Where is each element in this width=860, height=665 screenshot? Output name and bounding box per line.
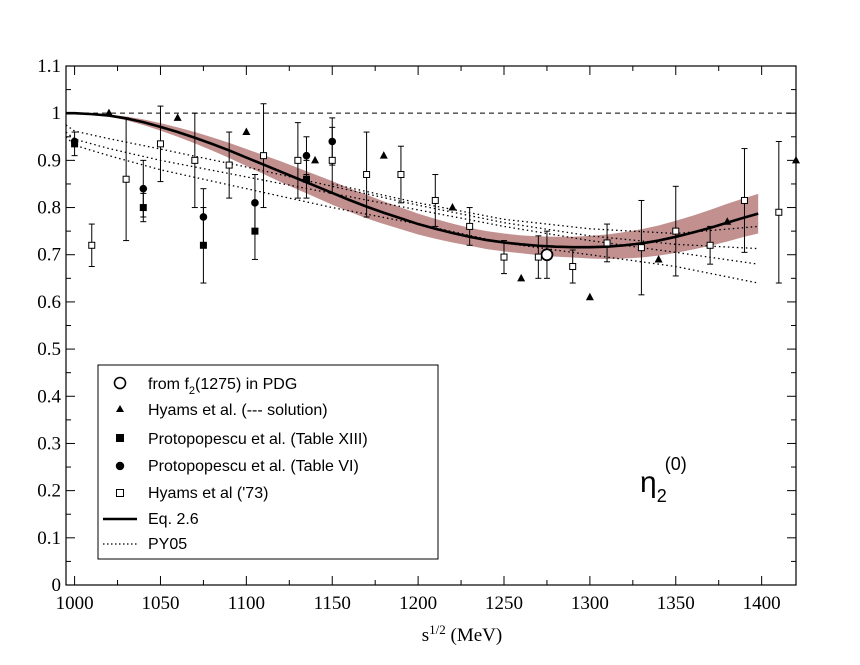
open-square-point-20 <box>775 208 783 216</box>
triangle-point-5 <box>448 203 457 211</box>
open-square-point-0 <box>88 241 96 249</box>
eta-annotation: η2(0) <box>640 454 687 506</box>
open-square-point-5 <box>260 152 268 160</box>
data-points-layer <box>70 103 800 301</box>
eq26-curve <box>66 111 759 249</box>
open-square-point-6 <box>294 156 302 164</box>
x-tick-label: 1350 <box>657 593 695 614</box>
open-square-point-11 <box>466 222 474 230</box>
legend-label: PY05 <box>148 536 187 553</box>
legend-entry-hyams-73: Hyams et al ('73) <box>116 485 268 502</box>
circle-point-0 <box>70 137 79 146</box>
x-tick-label: 1000 <box>56 593 94 614</box>
open-square-point-1 <box>122 175 130 183</box>
open-square-point-4 <box>225 161 233 169</box>
legend-entry-hyams-solution: Hyams et al. (--- solution) <box>116 402 328 419</box>
x-tick-label: 1250 <box>485 593 523 614</box>
y-tick-label: 1 <box>52 103 62 124</box>
x-tick-label: 1300 <box>571 593 609 614</box>
y-tick-label: 0.9 <box>37 150 61 171</box>
py05-curve-3 <box>65 136 759 284</box>
py05-curve-4 <box>332 183 759 235</box>
square-point-4 <box>302 175 310 183</box>
open-square-point-7 <box>328 156 336 164</box>
y-tick-label: 0.8 <box>37 198 61 219</box>
triangle-point-4 <box>379 151 388 159</box>
x-tick-label: 1050 <box>141 593 179 614</box>
triangle-point-8 <box>654 254 663 263</box>
open-square-point-3 <box>191 156 199 164</box>
open-square-point-10 <box>431 196 439 204</box>
legend: from f2(1275) in PDG Hyams et al. (--- s… <box>97 364 439 560</box>
legend-label: Hyams et al ('73) <box>148 485 268 502</box>
open-square-point-8 <box>363 171 371 179</box>
open-square-point-15 <box>603 239 611 247</box>
triangle-marker-icon <box>116 405 124 412</box>
legend-entry-py05: PY05 <box>103 536 187 553</box>
triangle-point-1 <box>173 113 182 121</box>
open-square-point-2 <box>156 140 164 148</box>
legend-entry-protopopescu-xiii: Protopopescu et al. (Table XIII) <box>116 431 368 448</box>
open-square-point-12 <box>500 253 508 261</box>
open-square-point-17 <box>672 227 680 235</box>
circle-marker-icon <box>115 461 125 471</box>
y-tick-label: 0.6 <box>37 292 61 313</box>
triangle-point-0 <box>104 108 113 117</box>
x-tick-label: 1150 <box>314 593 351 614</box>
uncertainty-band-layer <box>66 113 759 259</box>
open-square-point-14 <box>569 263 577 271</box>
circle-point-4 <box>302 151 311 160</box>
x-tick-label: 1100 <box>228 593 265 614</box>
ticks-layer: 1000 1050 1100 1150 1200 1250 1300 1350 1400 0 0.1… <box>37 56 796 614</box>
open-circle-marker-icon <box>113 376 127 390</box>
legend-label: Eq. 2.6 <box>148 511 199 528</box>
curve-layer <box>65 111 759 284</box>
y-tick-label: 0.2 <box>37 481 61 502</box>
open-square-point-13 <box>534 253 542 261</box>
legend-label: Protopopescu et al. (Table VI) <box>148 458 359 475</box>
y-tick-label: 0.5 <box>37 339 61 360</box>
open-square-point-19 <box>740 196 748 204</box>
legend-label: from f2(1275) in PDG <box>148 376 297 397</box>
x-tick-label: 1400 <box>743 593 781 614</box>
open-square-point-18 <box>706 241 714 249</box>
square-marker-icon <box>116 434 124 442</box>
uncertainty-band <box>66 113 759 259</box>
open-square-point-16 <box>637 244 645 252</box>
legend-label: Protopopescu et al. (Table XIII) <box>148 431 368 448</box>
y-tick-label: 0.3 <box>37 433 61 454</box>
legend-box <box>97 364 439 560</box>
open-square-marker-icon <box>116 489 124 497</box>
legend-entry-eq26: Eq. 2.6 <box>103 511 199 528</box>
circle-point-2 <box>199 213 208 221</box>
circle-point-3 <box>251 199 259 207</box>
triangle-point-2 <box>242 127 251 136</box>
legend-entry-pdg: from f2(1275) in PDG <box>113 376 297 397</box>
legend-label: Hyams et al. (--- solution) <box>148 402 328 419</box>
open-square-point-9 <box>397 171 405 179</box>
triangle-point-3 <box>311 155 320 164</box>
circle-point-1 <box>139 184 148 193</box>
triangle-point-9 <box>723 217 732 225</box>
y-tick-label: 1.1 <box>37 56 61 77</box>
legend-entry-protopopescu-vi: Protopopescu et al. (Table VI) <box>115 458 359 475</box>
y-tick-label: 0 <box>52 575 62 596</box>
y-tick-label: 0.7 <box>37 245 61 266</box>
triangle-point-6 <box>517 273 526 282</box>
x-tick-label: 1200 <box>399 593 437 614</box>
x-axis-label: s1/2 (MeV) <box>422 622 502 646</box>
triangle-point-7 <box>585 292 594 301</box>
open-circle-point-0 <box>540 248 554 262</box>
y-tick-label: 0.1 <box>37 528 61 549</box>
y-tick-label: 0.4 <box>37 386 61 407</box>
